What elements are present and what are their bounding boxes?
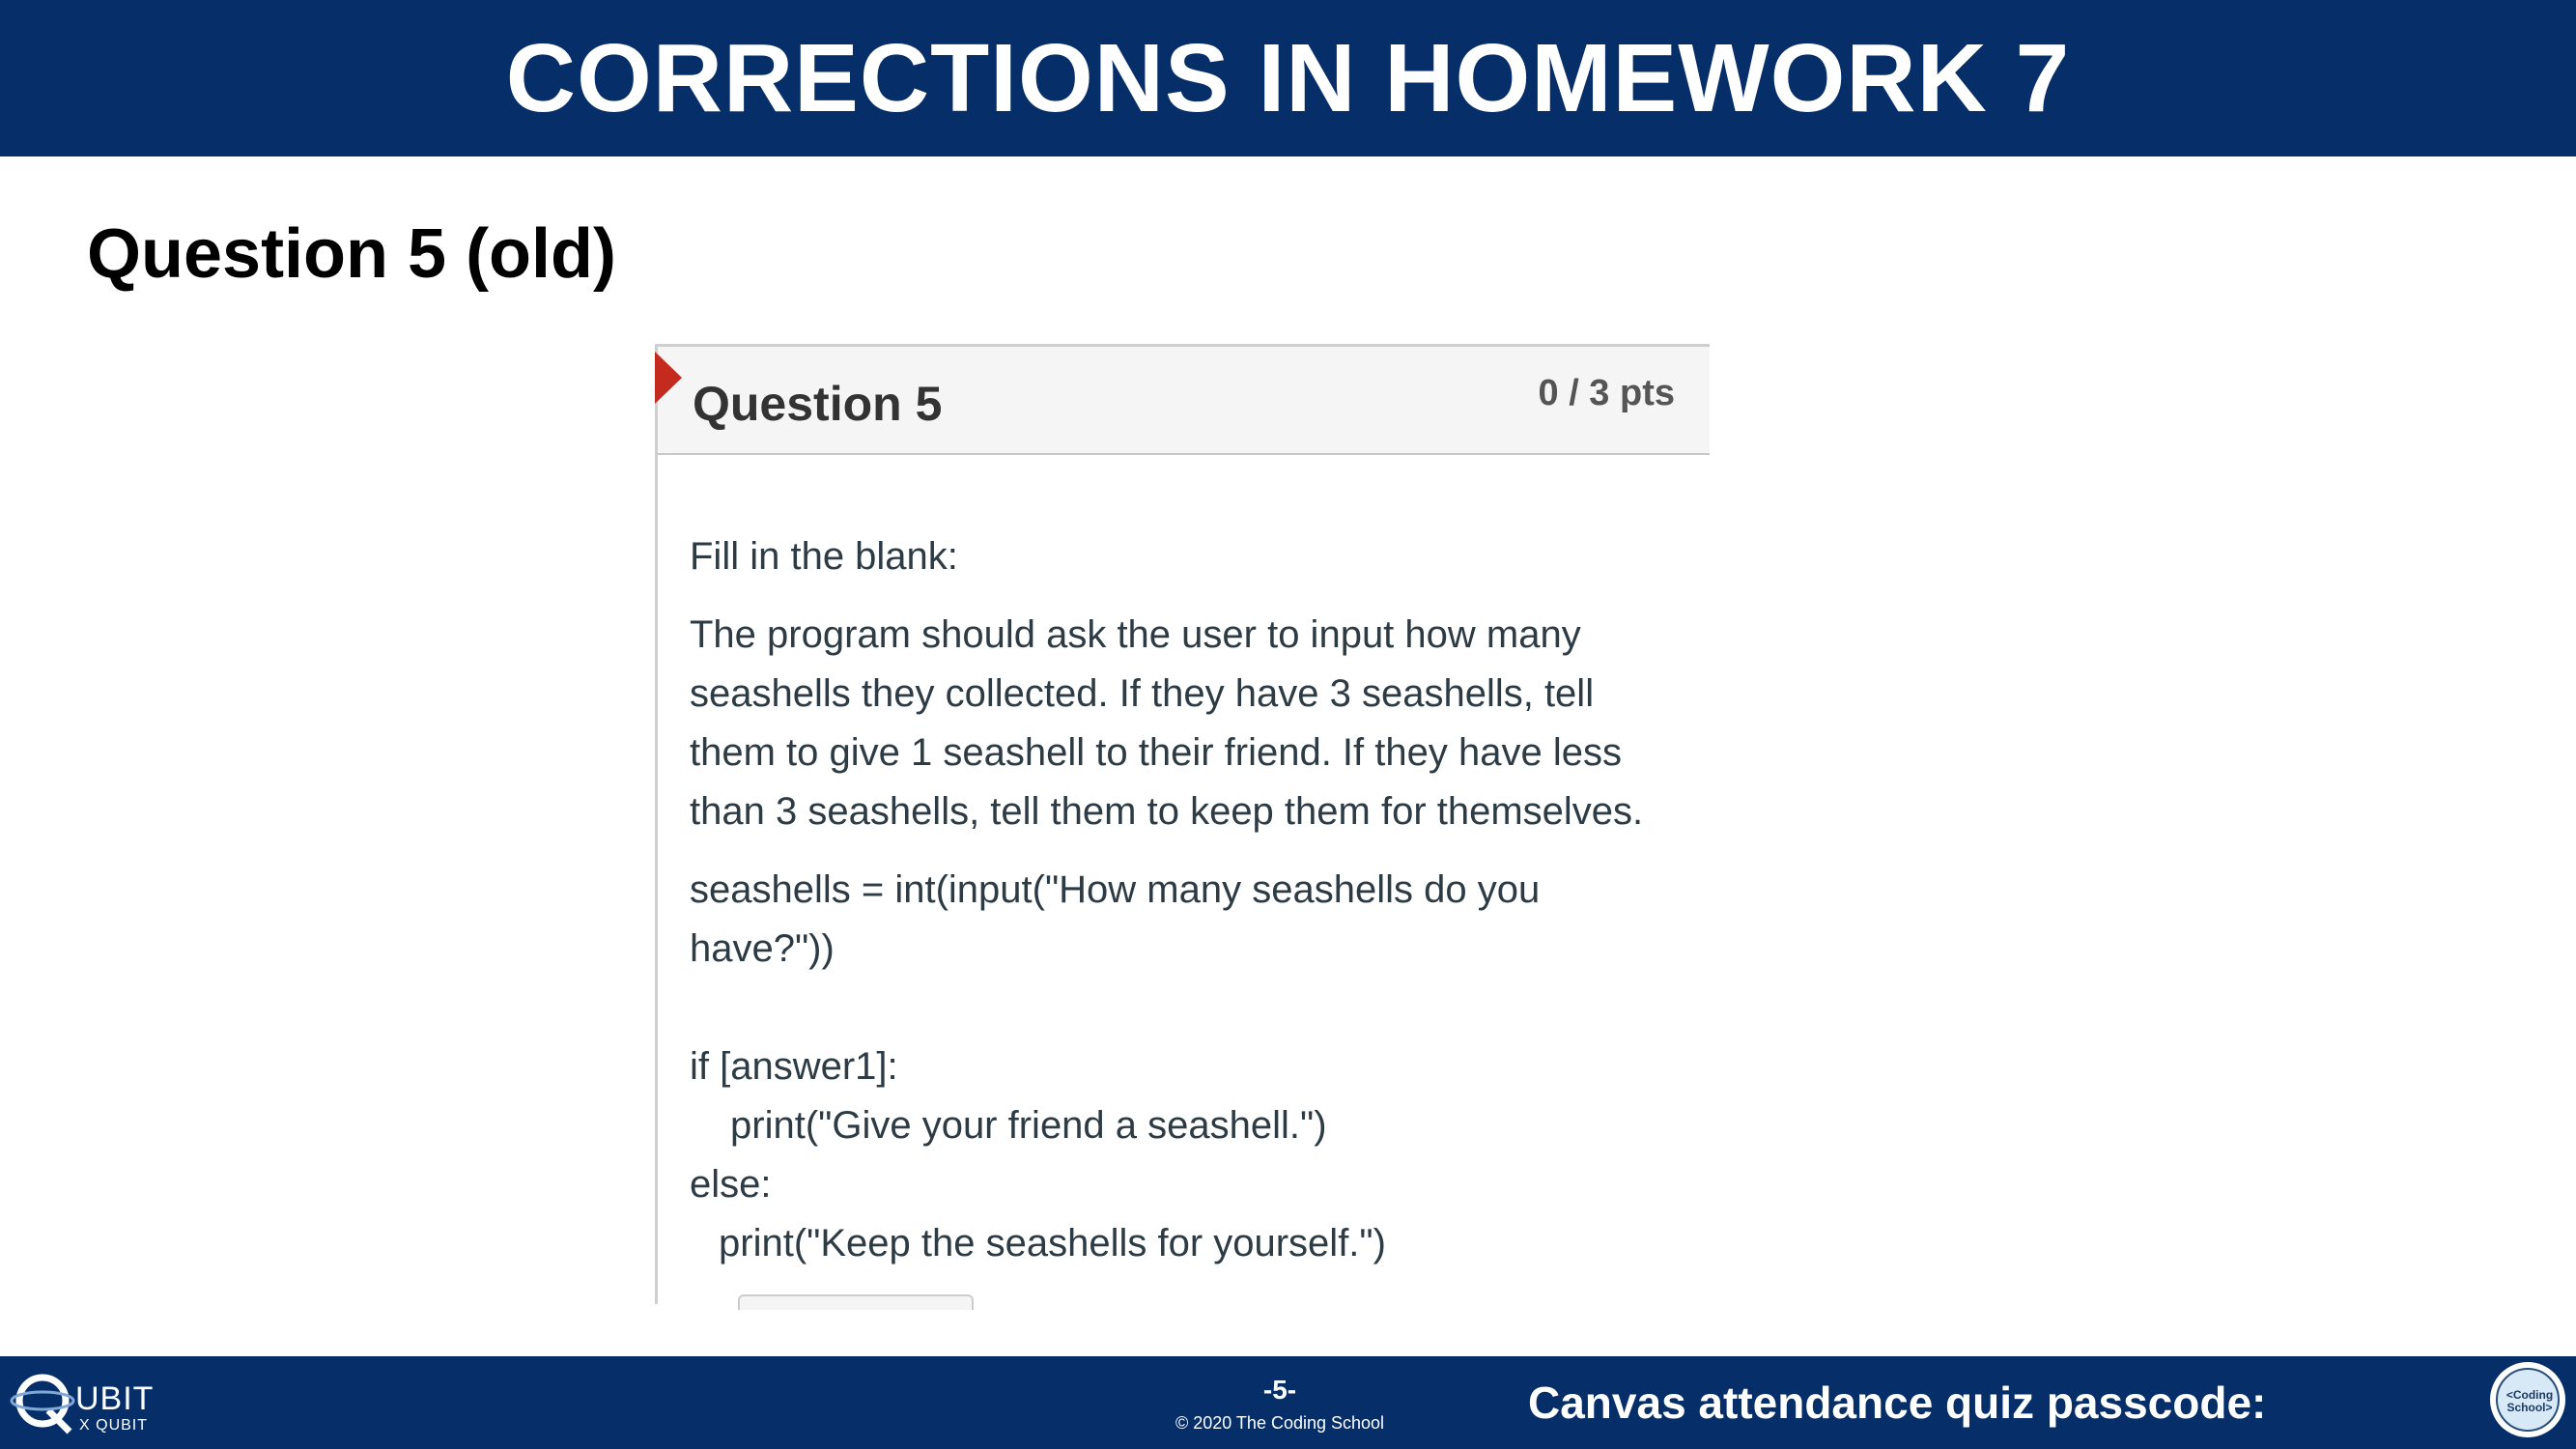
description-line: seashells they collected. If they have 3… — [690, 672, 1595, 715]
question-prompt: Fill in the blank: — [690, 535, 958, 578]
card-top-border — [655, 344, 1710, 347]
flag-icon — [655, 352, 682, 404]
question-body: Fill in the blank: The program should as… — [690, 527, 1694, 1273]
slide-subtitle: Question 5 (old) — [87, 215, 616, 293]
description-line: The program should ask the user to input… — [690, 613, 1581, 656]
seal-inner: <Coding School> — [2496, 1368, 2560, 1432]
logo-subtext: X QUBIT — [79, 1417, 149, 1434]
code-line: if [answer1]: — [690, 1045, 898, 1088]
qubit-logo-icon — [10, 1374, 75, 1435]
code-line: seashells = int(input("How many seashell… — [690, 868, 1541, 970]
code-line: print("Keep the seashells for yourself."… — [719, 1222, 1386, 1264]
logo-text: UBIT — [75, 1380, 155, 1417]
question-title: Question 5 — [693, 377, 943, 431]
question-description: The program should ask the user to input… — [690, 606, 1694, 841]
page-number: -5- — [1262, 1375, 1297, 1405]
description-line: them to give 1 seashell to their friend.… — [690, 731, 1622, 774]
coding-school-seal-icon: <Coding School> — [2490, 1362, 2565, 1437]
code-line: else: — [690, 1163, 772, 1206]
slide-header: CORRECTIONS IN HOMEWORK 7 — [0, 0, 2576, 156]
seal-text: <Coding School> — [2505, 1388, 2554, 1414]
qubit-logo: UBIT X QUBIT — [10, 1370, 164, 1437]
slide-footer: UBIT X QUBIT -5- © 2020 The Coding Schoo… — [0, 1356, 2576, 1449]
question-header: Question 5 0 / 3 pts — [655, 347, 1710, 455]
question-points: 0 / 3 pts — [1538, 373, 1676, 413]
question-card: Question 5 0 / 3 pts Fill in the blank: … — [655, 344, 1710, 1310]
code-line: print("Give your friend a seashell.") — [730, 1104, 1327, 1147]
copyright: © 2020 The Coding School — [1175, 1413, 1385, 1433]
passcode-label: Canvas attendance quiz passcode: — [1528, 1378, 2267, 1428]
answer-dropdown[interactable] — [738, 1294, 974, 1310]
code-blank-line — [690, 979, 1694, 1037]
description-line: than 3 seashells, tell them to keep them… — [690, 790, 1644, 833]
card-left-border — [655, 344, 658, 1304]
slide-title: CORRECTIONS IN HOMEWORK 7 — [505, 24, 2071, 132]
code-block: seashells = int(input("How many seashell… — [690, 861, 1694, 1273]
